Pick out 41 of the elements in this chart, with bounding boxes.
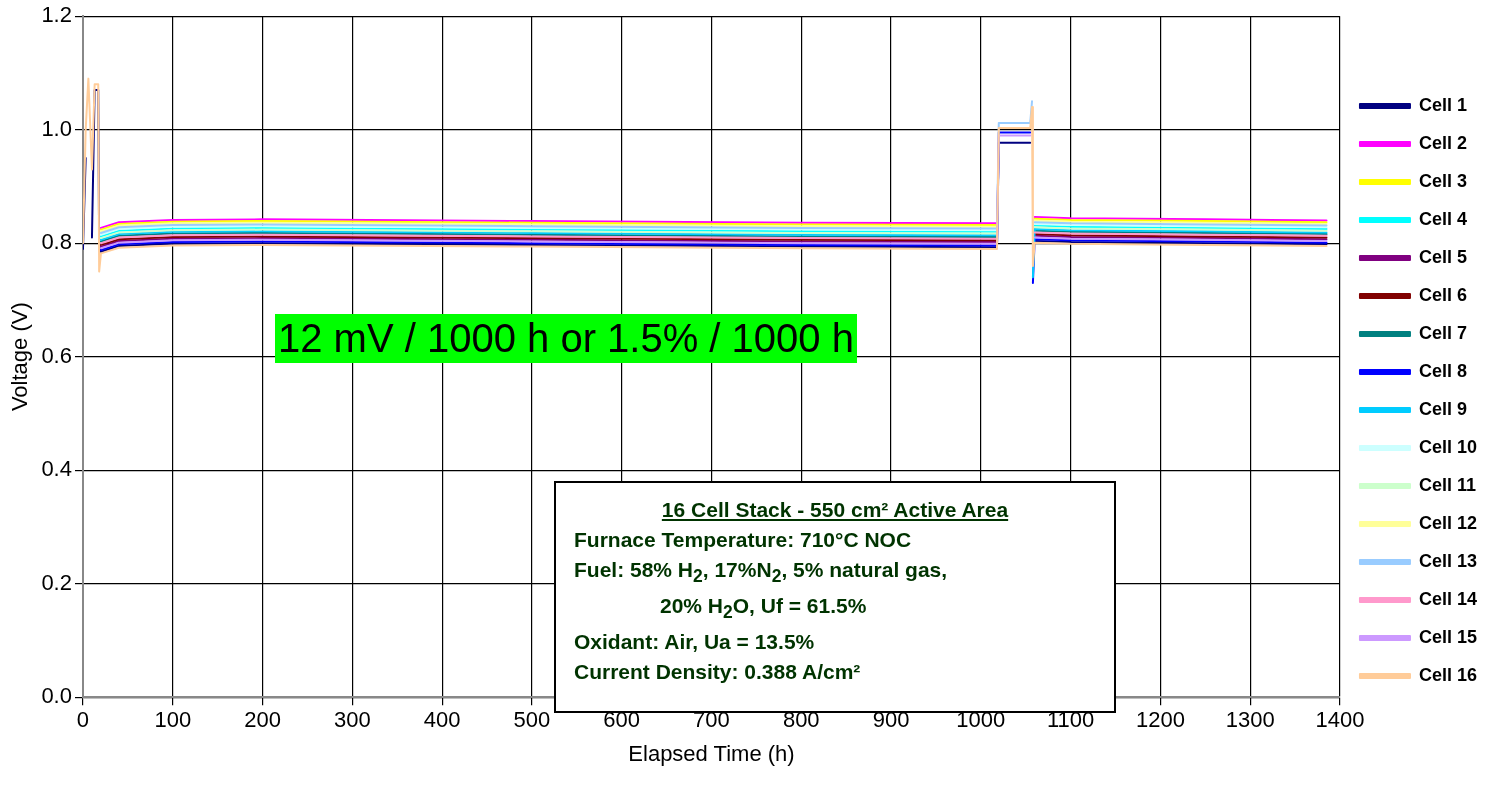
legend-label: Cell 13 (1418, 550, 1478, 571)
annotation: Fuel: 58% H$_{2}$, 17%N$_{2}$, 5% natural gas, (574, 557, 949, 589)
y-tick-label: 0.6 (41, 342, 72, 368)
y-tick-label: 1.0 (41, 115, 72, 141)
legend-label: Cell 9 (1418, 398, 1467, 419)
y-tick-label: 0.0 (41, 683, 72, 709)
legend-label: Cell 12 (1418, 512, 1478, 533)
legend-label: Cell 6 (1418, 284, 1467, 305)
y-tick-label: 0.2 (41, 569, 72, 595)
x-tick-label: 0 (76, 707, 90, 733)
legend-label: Cell 16 (1418, 664, 1478, 685)
x-tick-label: 200 (244, 707, 281, 733)
legend-label: Cell 4 (1418, 208, 1467, 229)
annotation: Current Density: 0.388 A/cm² (574, 659, 862, 686)
legend-label: Cell 3 (1418, 170, 1467, 191)
annotation: 20% H$_{2}$O, Uf = 61.5% (659, 593, 868, 625)
legend-label: Cell 8 (1418, 360, 1467, 381)
x-tick-label: 1200 (1135, 707, 1185, 733)
y-tick-label: 1.2 (41, 2, 72, 28)
legend-label: Cell 15 (1418, 626, 1478, 647)
x-tick-label: 400 (423, 707, 461, 733)
y-tick-label: 0.4 (41, 456, 72, 482)
legend-label: Cell 14 (1418, 588, 1478, 609)
annotation: Oxidant: Air, Ua = 13.5% (574, 629, 816, 656)
legend-label: Cell 1 (1418, 94, 1467, 115)
y-tick-label: 0.8 (41, 229, 72, 255)
x-tick-label: 1300 (1225, 707, 1275, 733)
x-tick-label: 300 (333, 707, 371, 733)
legend-label: Cell 10 (1418, 436, 1478, 457)
legend-label: Cell 11 (1418, 474, 1477, 495)
x-tick-label: 100 (154, 707, 192, 733)
legend-label: Cell 7 (1418, 322, 1467, 343)
y-axis-title: Voltage (V) (7, 302, 33, 412)
annotation: 16 Cell Stack - 550 cm² Active Area (660, 497, 1010, 523)
annotation: Furnace Temperature: 710°C NOC (574, 527, 913, 553)
x-tick-label: 1400 (1315, 707, 1365, 733)
legend-label: Cell 5 (1418, 246, 1467, 267)
annotation: 12 mV / 1000 h or 1.5% / 1000 h (275, 314, 857, 363)
x-axis-title: Elapsed Time (h) (628, 740, 795, 766)
legend-label: Cell 2 (1418, 132, 1467, 153)
x-tick-label: 500 (513, 707, 551, 733)
